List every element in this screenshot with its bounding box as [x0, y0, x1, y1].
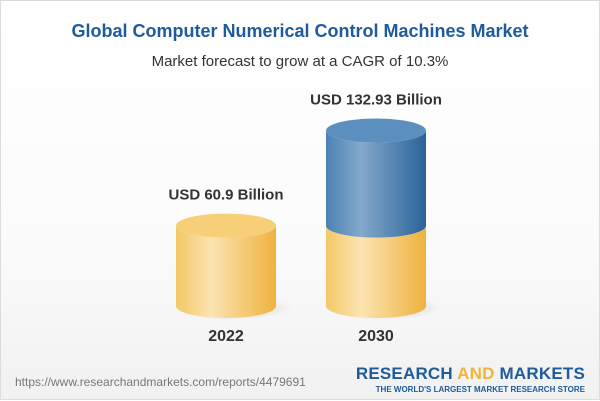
research-and-markets-logo: RESEARCH AND MARKETS THE WORLD'S LARGEST… — [355, 364, 585, 394]
data-label: USD 132.93 Billion — [310, 92, 442, 109]
category-label: 2022 — [208, 328, 244, 345]
cylinder-top — [176, 213, 276, 238]
category-label: 2030 — [358, 328, 394, 345]
source-url[interactable]: https://www.researchandmarkets.com/repor… — [15, 375, 306, 389]
cylinder-top — [326, 118, 426, 143]
bar-2022 — [176, 225, 276, 318]
data-label: USD 60.9 Billion — [168, 187, 283, 204]
bar-growth-segment-2030 — [326, 130, 426, 238]
chart-title: Global Computer Numerical Control Machin… — [71, 21, 529, 41]
logo-tagline: THE WORLD'S LARGEST MARKET RESEARCH STOR… — [375, 385, 585, 394]
bar-base-segment-2030 — [326, 225, 426, 318]
chart-subtitle: Market forecast to grow at a CAGR of 10.… — [151, 53, 449, 70]
